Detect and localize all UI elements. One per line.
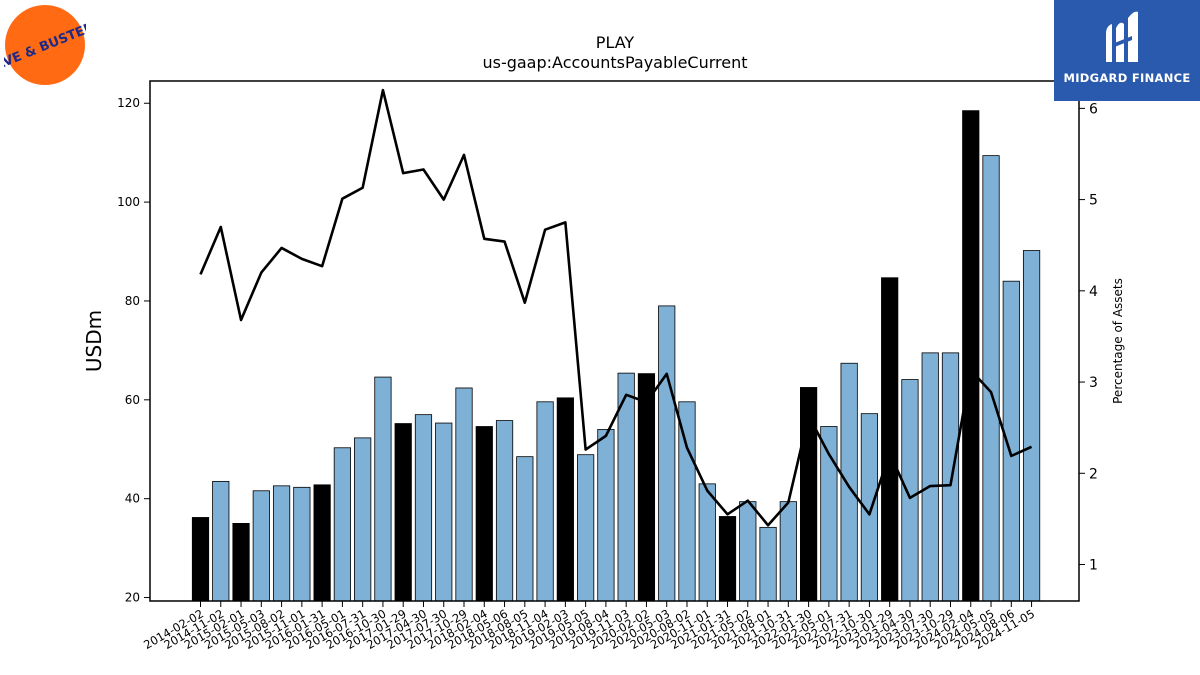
dave-and-busters-logo: DAVE & BUSTER'S: [0, 4, 109, 86]
y2-tick-label: 1: [1089, 558, 1098, 574]
y2-tick-label: 5: [1089, 193, 1098, 209]
bar-2023-01-29: [881, 277, 899, 602]
percentage-line: [199, 88, 1033, 527]
bar-2014-11-02: [212, 480, 230, 602]
bar-2015-08-02: [272, 485, 291, 602]
line-series: [199, 88, 1033, 527]
y-tick-label: 120: [117, 96, 140, 110]
bar-2018-02-04: [475, 426, 493, 602]
bar-2016-05-01: [333, 447, 351, 602]
x-axis-ticks: 2014-02-022014-11-022015-02-012015-05-03…: [141, 601, 1037, 652]
bar-2023-07-30: [921, 352, 939, 602]
bar-2015-02-01: [232, 523, 250, 602]
chart-subtitle: us-gaap:AccountsPayableCurrent: [482, 53, 747, 72]
bar-2019-08-04: [597, 429, 615, 602]
bar-2014-02-02: [191, 517, 210, 602]
logo-right-text: MIDGARD FINANCE: [1063, 71, 1191, 85]
y-tick-label: 100: [117, 195, 140, 209]
y-tick-label: 40: [125, 492, 140, 506]
chart-title: PLAY: [596, 33, 635, 52]
bar-2018-05-06: [495, 420, 514, 602]
bar-2016-10-30: [374, 376, 392, 602]
bar-2024-11-05: [1022, 250, 1041, 602]
bar-2018-11-04: [536, 401, 554, 602]
bar-2016-01-31: [313, 484, 331, 602]
bar-2017-07-30: [435, 422, 453, 602]
bar-2021-01-31: [718, 516, 737, 602]
bar-2023-04-30: [901, 379, 919, 602]
y2-tick-label: 6: [1089, 101, 1098, 117]
y2-axis-ticks: 1 2 3 4 5 6: [1079, 101, 1098, 574]
bar-2017-10-29: [455, 387, 473, 602]
y2-tick-label: 4: [1089, 284, 1098, 300]
plot-frame: [149, 80, 1080, 602]
y-tick-label: 20: [125, 591, 140, 605]
y2-tick-label: 3: [1089, 375, 1098, 391]
bar-2021-05-02: [739, 501, 757, 602]
y-axis-label: USDm: [82, 310, 106, 372]
bar-2018-08-05: [516, 456, 534, 602]
midgard-finance-logo: MIDGARD FINANCE: [1054, 0, 1200, 101]
bar-2019-02-03: [556, 397, 574, 602]
bar-2020-05-03: [658, 305, 676, 602]
y2-axis-label: Percentage of Assets: [1111, 278, 1125, 404]
bar-2016-07-31: [354, 437, 372, 602]
bar-2017-04-30: [414, 414, 433, 602]
bar-2022-07-31: [840, 362, 858, 602]
bar-2015-11-01: [293, 486, 311, 602]
y2-tick-label: 2: [1089, 466, 1098, 482]
bar-2024-05-05: [982, 155, 1000, 602]
bar-series: [191, 110, 1041, 602]
bar-2020-11-01: [698, 483, 716, 602]
y-tick-label: 80: [125, 294, 140, 308]
y-tick-label: 60: [125, 393, 140, 407]
y-axis-ticks: 20 40 60 80 100 120: [117, 96, 150, 605]
bar-2017-01-29: [394, 423, 412, 602]
bar-2024-02-04: [962, 110, 980, 602]
bar-2015-05-03: [252, 490, 270, 602]
bar-2020-02-02: [637, 373, 656, 602]
bar-2019-05-05: [577, 454, 595, 602]
bar-2021-10-31: [779, 501, 797, 602]
bar-2021-08-01: [759, 526, 777, 602]
bar-2023-10-29: [941, 352, 960, 602]
